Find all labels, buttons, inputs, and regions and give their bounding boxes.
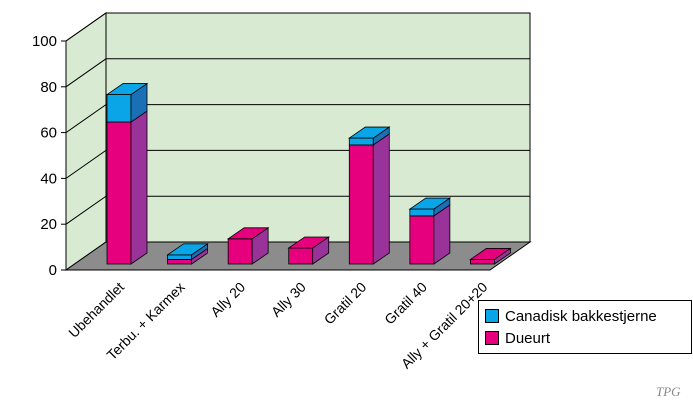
x-tick-label: Ubehandlet xyxy=(65,279,127,341)
bar-top xyxy=(166,243,209,256)
bar-front xyxy=(106,94,132,123)
legend-item-canadisk: Canadisk bakkestjerne xyxy=(485,306,657,326)
logo: TPG xyxy=(656,384,681,399)
y-tick-label: 100 xyxy=(32,33,57,50)
bar-side xyxy=(130,110,148,265)
bar-side xyxy=(372,133,390,265)
x-tick-label: Gratil 20 xyxy=(321,279,370,328)
bar-front xyxy=(167,254,192,260)
x-tick-label: Gratil 40 xyxy=(381,279,430,328)
bar-top xyxy=(347,126,391,139)
legend-label-dueurt: Dueurt xyxy=(505,329,551,347)
gridline xyxy=(65,104,530,134)
bar-top xyxy=(408,197,452,210)
bar-front xyxy=(409,215,435,265)
legend: Canadisk bakkestjerne Dueurt xyxy=(478,300,692,354)
legend-item-dueurt: Dueurt xyxy=(485,328,550,348)
bar-front xyxy=(470,259,495,265)
bar-front xyxy=(348,137,374,146)
y-tick-label: 0 xyxy=(49,262,57,279)
back-wall xyxy=(105,12,531,243)
bars xyxy=(105,82,512,265)
bar-front xyxy=(227,238,253,265)
bar-front xyxy=(288,247,314,265)
legend-swatch-dueurt xyxy=(485,331,499,345)
y-tick-label: 80 xyxy=(40,79,57,96)
bar-top xyxy=(287,236,331,249)
y-tick-label: 40 xyxy=(40,170,57,187)
bar-top xyxy=(105,83,149,95)
gridline xyxy=(65,12,530,42)
bar-top xyxy=(226,227,270,240)
y-axis-ticks: 0 20 40 60 80 100 xyxy=(32,33,67,279)
y-tick-label: 60 xyxy=(40,125,57,142)
gridline xyxy=(65,58,530,88)
bar-front xyxy=(409,208,435,217)
legend-swatch-canadisk xyxy=(485,309,499,323)
bar-top xyxy=(469,248,512,260)
bar-front xyxy=(106,121,132,265)
side-wall xyxy=(65,12,107,271)
x-tick-label: Ally 20 xyxy=(207,279,248,320)
x-tick-label: Ally 30 xyxy=(268,279,309,320)
y-tick-label: 20 xyxy=(40,216,57,233)
bar-front xyxy=(348,144,374,265)
bar-front xyxy=(167,259,192,265)
legend-label-canadisk: Canadisk bakkestjerne xyxy=(505,307,657,325)
